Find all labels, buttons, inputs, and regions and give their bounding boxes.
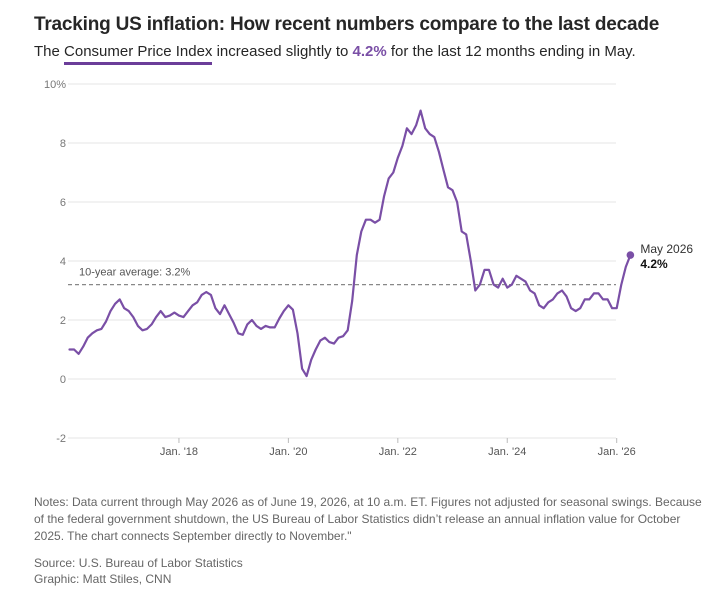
latest-value-label: 4.2% [640, 257, 668, 271]
latest-date-label: May 2026 [640, 242, 693, 256]
subtitle-value: 4.2% [352, 43, 387, 60]
y-tick-label: 4 [60, 256, 66, 268]
x-tick-label: Jan. '22 [379, 446, 417, 458]
chart-title: Tracking US inflation: How recent number… [34, 14, 660, 35]
y-tick-label: -2 [56, 433, 66, 445]
chart-source: Source: U.S. Bureau of Labor Statistics … [34, 555, 243, 587]
chart-subtitle: The Consumer Price Index increased sligh… [34, 43, 636, 65]
consumer-price-index-link[interactable]: Consumer Price Index [64, 43, 213, 65]
subtitle-text-pre: The [34, 43, 65, 60]
y-tick-label: 0 [60, 374, 66, 386]
x-tick-label: Jan. '20 [269, 446, 307, 458]
x-tick-label: Jan. '18 [160, 446, 198, 458]
x-tick-label: Jan. '26 [598, 446, 636, 458]
y-tick-label: 10% [44, 79, 66, 91]
inflation-line-chart: -2 0 2 4 6 8 10% Jan. '18 Jan. '20 Jan. '22 Jan. '… [44, 79, 693, 458]
subtitle-text-mid: increased slightly to [212, 43, 353, 60]
source-text: Source: U.S. Bureau of Labor Statistics [34, 556, 243, 570]
y-tick-label: 2 [60, 315, 66, 327]
average-reference-label: 10-year average: 3.2% [79, 267, 191, 279]
y-tick-label: 6 [60, 197, 66, 209]
inflation-series-line [68, 109, 632, 378]
chart-notes: Notes: Data current through May 2026 as … [34, 495, 702, 543]
subtitle-text-post: for the last 12 months ending in May. [386, 43, 636, 60]
x-tick-label: Jan. '24 [488, 446, 526, 458]
graphic-credit: Graphic: Matt Stiles, CNN [34, 572, 172, 586]
latest-value-point [626, 251, 635, 259]
y-tick-label: 8 [60, 138, 66, 150]
